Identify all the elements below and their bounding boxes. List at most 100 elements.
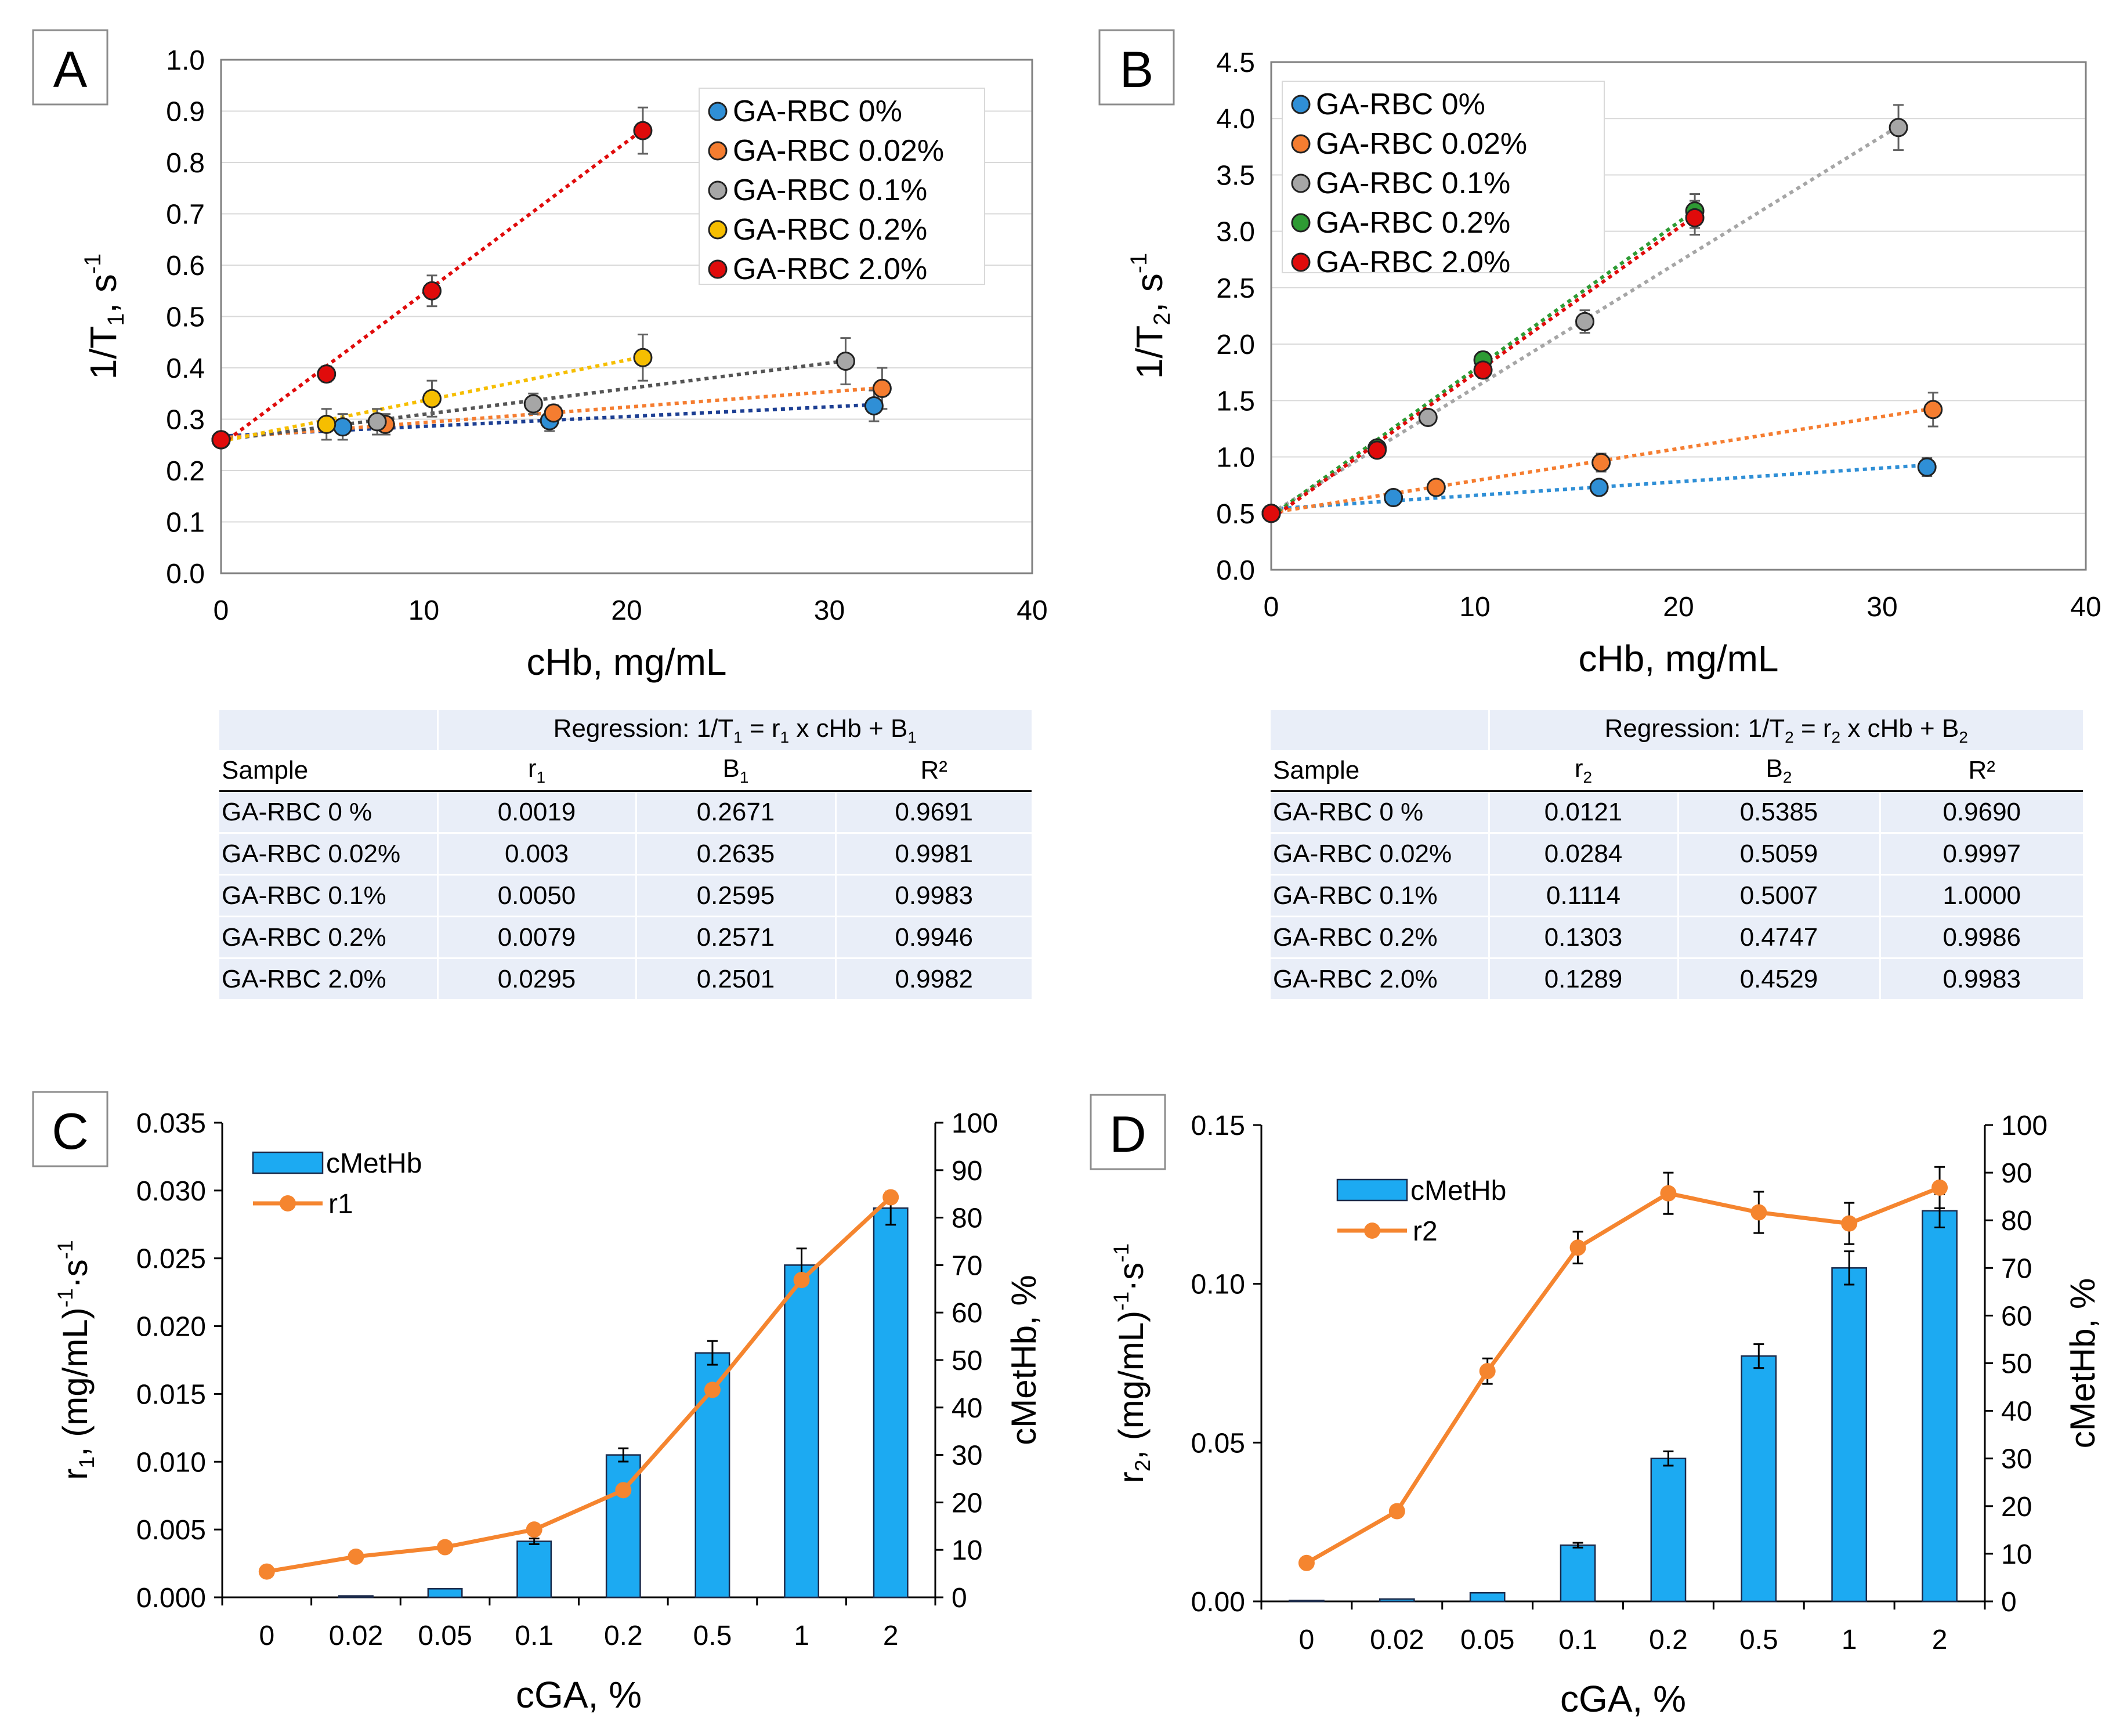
header-b: B2	[1677, 750, 1880, 792]
y2-tick-label: 10	[952, 1535, 982, 1566]
legend-label: GA-RBC 0%	[733, 95, 902, 128]
y-tick-label: 0.015	[136, 1379, 206, 1410]
legend-label: GA-RBC 0.1%	[1316, 167, 1510, 200]
y2-tick-label: 30	[2001, 1444, 2032, 1475]
line-point	[1660, 1185, 1677, 1202]
header-sample: Sample	[219, 750, 437, 792]
x-tick-label: 30	[814, 595, 845, 626]
data-point	[1418, 408, 1438, 427]
y-tick-label: 2.5	[1216, 273, 1255, 304]
x-tick-label: 0.02	[329, 1621, 383, 1651]
line-point	[704, 1381, 721, 1398]
legend-marker	[252, 1151, 324, 1174]
y2-tick-label: 50	[952, 1346, 982, 1376]
y-tick-label: 0.020	[136, 1312, 206, 1343]
legend-label: GA-RBC 0.02%	[733, 134, 944, 168]
y2-axis-title: cMetHb, %	[2063, 1278, 2102, 1448]
regression-table-b: Regression: 1/T2 = r2 x cHb + B2 Sample …	[1271, 710, 2083, 999]
legend-label: r2	[1413, 1216, 1438, 1247]
legend-box	[699, 88, 985, 285]
table-row: GA-RBC 0.2% 0.1303 0.4747 0.9986	[1271, 916, 2083, 959]
legend-marker	[1291, 252, 1311, 272]
line-point	[437, 1539, 454, 1556]
legend-label: GA-RBC 0%	[1316, 88, 1485, 121]
line-point	[526, 1521, 542, 1538]
data-point	[333, 417, 353, 437]
y2-tick-label: 10	[2001, 1539, 2032, 1570]
header-r2: R²	[1879, 750, 2083, 792]
data-point	[1575, 312, 1595, 331]
table-row: GA-RBC 0.1% 0.0050 0.2595 0.9983	[219, 874, 1032, 917]
y2-tick-label: 40	[952, 1393, 982, 1424]
y-tick-label: 0.10	[1191, 1270, 1245, 1300]
y2-tick-label: 90	[2001, 1158, 2032, 1189]
data-point	[835, 351, 855, 371]
bar	[873, 1207, 909, 1598]
x-axis-title: cGA, %	[516, 1674, 642, 1716]
y2-tick-label: 0	[952, 1583, 967, 1614]
series-line	[266, 1195, 892, 1574]
y-tick-label: 4.0	[1216, 104, 1255, 135]
y-tick-label: 1.5	[1216, 386, 1255, 417]
x-tick-label: 0.2	[604, 1621, 643, 1651]
y2-tick-label: 80	[952, 1203, 982, 1234]
fit-line	[220, 386, 882, 440]
x-tick-label: 0	[1264, 592, 1279, 623]
y-tick-label: 0.030	[136, 1176, 206, 1207]
x-tick-label: 40	[2070, 592, 2101, 623]
header-r: r1	[436, 750, 636, 792]
table-row: GA-RBC 0.1% 0.1114 0.5007 1.0000	[1271, 874, 2083, 917]
table-row: GA-RBC 2.0% 0.1289 0.4529 0.9983	[1271, 957, 2083, 999]
x-tick-label: 0.5	[1739, 1625, 1778, 1655]
panel-label-box	[1090, 1094, 1166, 1170]
y-tick-label: 0.8	[166, 148, 205, 179]
y-tick-label: 3.0	[1216, 217, 1255, 248]
bar	[1379, 1598, 1415, 1603]
x-tick-label: 0	[259, 1621, 274, 1651]
table-row: GA-RBC 0.02% 0.0284 0.5059 0.9997	[1271, 832, 2083, 875]
y-tick-label: 0.5	[166, 302, 205, 333]
data-point	[864, 396, 884, 415]
line-point	[793, 1272, 810, 1289]
x-tick-label: 1	[1842, 1625, 1857, 1655]
table-row: GA-RBC 0 % 0.0019 0.2671 0.9691	[219, 790, 1032, 833]
legend-marker	[1291, 95, 1311, 114]
data-point	[872, 378, 892, 398]
data-point	[523, 394, 543, 414]
legend-marker	[1336, 1178, 1408, 1202]
legend-label: GA-RBC 0.2%	[733, 213, 927, 247]
x-tick-label: 0.05	[418, 1621, 472, 1651]
y-tick-label: 4.5	[1216, 48, 1255, 78]
legend-marker	[1291, 134, 1311, 154]
line-point	[1479, 1363, 1496, 1380]
line-point	[882, 1189, 899, 1206]
x-axis-title: cHb, mg/mL	[527, 641, 727, 683]
y2-tick-label: 50	[2001, 1349, 2032, 1380]
data-point	[633, 348, 653, 367]
y-tick-label: 0.0	[1216, 555, 1255, 586]
legend-label: r1	[328, 1189, 353, 1220]
legend-label: GA-RBC 2.0%	[733, 252, 927, 286]
y2-tick-label: 20	[952, 1488, 982, 1518]
y2-tick-label: 100	[2001, 1111, 2048, 1141]
plot-area	[1270, 61, 2087, 571]
x-tick-label: 0.05	[1460, 1625, 1514, 1655]
panel-label-box	[32, 29, 108, 106]
plot-area	[220, 59, 1033, 574]
panel-label: A	[53, 41, 88, 98]
legend-label: cMetHb	[326, 1148, 422, 1179]
legend-label: GA-RBC 0.02%	[1316, 127, 1527, 161]
data-point	[1426, 478, 1446, 497]
legend-marker	[708, 259, 728, 279]
x-tick-label: 0	[214, 595, 229, 626]
bar	[1741, 1355, 1777, 1603]
x-tick-label: 40	[1017, 595, 1047, 626]
data-point	[211, 430, 231, 450]
x-tick-label: 0.5	[693, 1621, 732, 1651]
y-axis-title: 1/T1, s-1	[80, 254, 129, 379]
regression-formula: Regression: 1/T2 = r2 x cHb + B2	[1488, 710, 2083, 750]
y-tick-label: 0.5	[1216, 499, 1255, 530]
x-tick-label: 0	[1299, 1625, 1315, 1655]
y-tick-label: 0.15	[1191, 1111, 1245, 1141]
header-b: B1	[635, 750, 835, 792]
